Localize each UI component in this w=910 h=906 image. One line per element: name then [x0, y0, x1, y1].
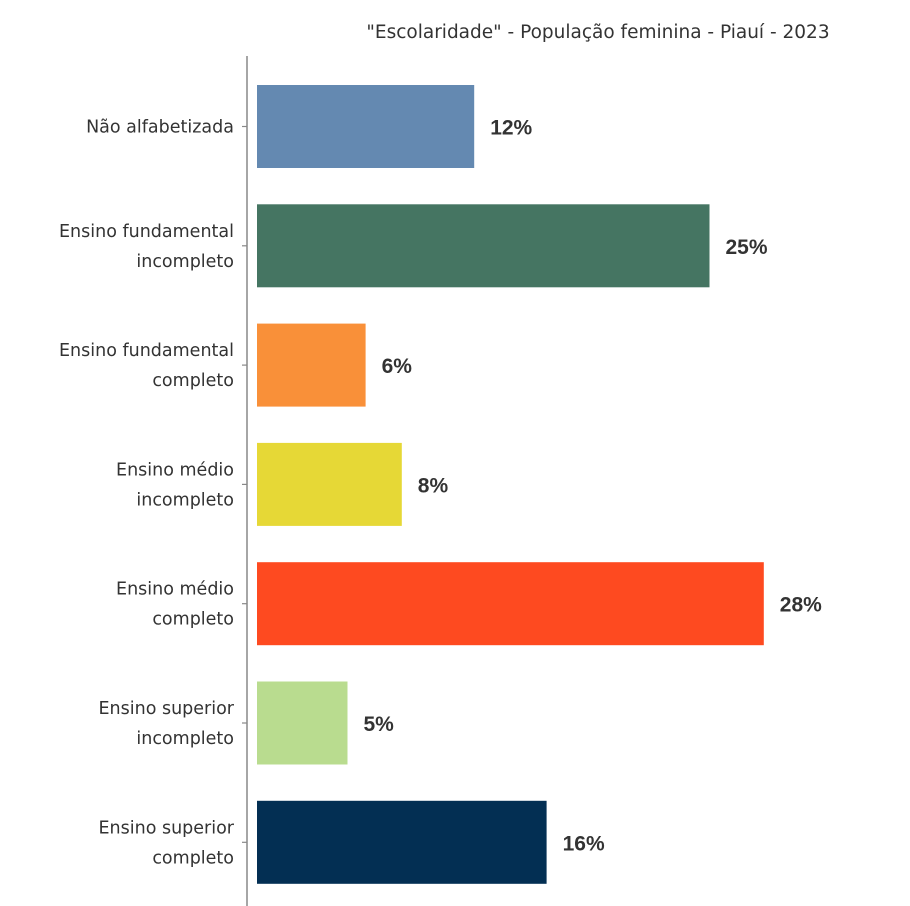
- bar-5: [257, 562, 764, 646]
- category-label-7: Ensino superior completo: [98, 818, 234, 868]
- value-label-7: 16%: [563, 832, 605, 855]
- category-label-6: Ensino superior incompleto: [98, 699, 234, 749]
- bars-group: Não alfabetizada 12% Ensino fundamental inc…: [59, 85, 822, 884]
- value-label-3: 6%: [382, 355, 413, 378]
- value-label-6: 5%: [364, 713, 395, 736]
- category-label-2: Ensino fundamental incompleto: [59, 222, 234, 272]
- bar-6: [257, 681, 348, 765]
- bar-1: [257, 85, 475, 168]
- value-label-1: 12%: [490, 117, 532, 140]
- bar-7: [257, 800, 547, 884]
- bar-2: [257, 204, 710, 288]
- bar-3: [257, 323, 366, 407]
- value-label-4: 8%: [418, 474, 449, 497]
- bar-4: [257, 442, 402, 526]
- category-label-3: Ensino fundamental completo: [59, 341, 234, 391]
- value-label-5: 28%: [780, 594, 822, 617]
- category-label-1: Não alfabetizada: [86, 118, 234, 138]
- category-label-5: Ensino médio completo: [116, 580, 234, 630]
- value-label-2: 25%: [726, 236, 768, 259]
- category-label-4: Ensino médio incompleto: [116, 460, 234, 510]
- chart-title: "Escolaridade" - População feminina - Pi…: [366, 22, 829, 43]
